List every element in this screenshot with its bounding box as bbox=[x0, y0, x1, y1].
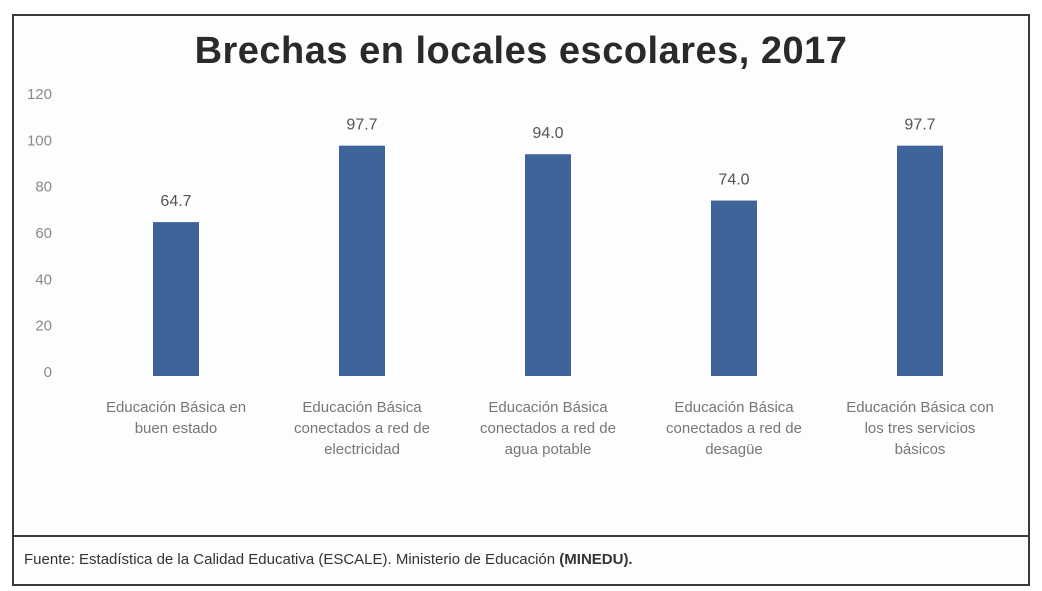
bar-3 bbox=[711, 200, 757, 376]
y-tick-label-5: 100 bbox=[27, 132, 52, 149]
source-org: (MINEDU). bbox=[559, 551, 633, 568]
category-label-4-line-1: los tres servicios bbox=[865, 420, 976, 437]
category-label-1-line-2: electricidad bbox=[324, 441, 400, 458]
source-note: Fuente: Estadística de la Calidad Educat… bbox=[24, 551, 633, 568]
data-label-1: 97.7 bbox=[346, 117, 377, 134]
chart-title: Brechas en locales escolares, 2017 bbox=[194, 30, 848, 72]
footer-divider bbox=[12, 535, 1030, 537]
category-label-3-line-2: desagüe bbox=[705, 441, 763, 458]
y-tick-label-0: 0 bbox=[44, 364, 52, 381]
category-label-2-line-0: Educación Básica bbox=[488, 399, 608, 416]
category-label-3-line-1: conectados a red de bbox=[666, 420, 802, 437]
bar-2 bbox=[525, 154, 571, 376]
y-tick-label-4: 80 bbox=[35, 179, 52, 196]
bar-0 bbox=[153, 222, 199, 376]
category-label-2-line-2: agua potable bbox=[505, 441, 592, 458]
category-label-2: Educación Básica conectados a red de agua … bbox=[480, 399, 616, 458]
category-label-0: Educación Básica en buen estado bbox=[106, 399, 246, 437]
category-label-1-line-0: Educación Básica bbox=[302, 399, 422, 416]
data-labels: 64.7 97.7 94.0 74.0 97.7 bbox=[160, 117, 935, 210]
y-tick-label-3: 60 bbox=[35, 225, 52, 242]
bars bbox=[153, 145, 943, 376]
y-axis: 0 20 40 60 80 100 120 bbox=[27, 86, 52, 381]
y-tick-label-1: 20 bbox=[35, 318, 52, 335]
category-label-1-line-1: conectados a red de bbox=[294, 420, 430, 437]
category-label-3-line-0: Educación Básica bbox=[674, 399, 794, 416]
data-label-3: 74.0 bbox=[718, 172, 749, 189]
category-label-0-line-1: buen estado bbox=[135, 420, 218, 437]
category-label-2-line-1: conectados a red de bbox=[480, 420, 616, 437]
bar-4 bbox=[897, 145, 943, 376]
category-label-4-line-0: Educación Básica con bbox=[846, 399, 994, 416]
category-label-3: Educación Básica conectados a red de desag… bbox=[666, 399, 802, 458]
y-tick-label-6: 120 bbox=[27, 86, 52, 103]
data-label-0: 64.7 bbox=[160, 193, 191, 210]
category-label-4-line-2: básicos bbox=[895, 441, 946, 458]
source-text: Fuente: Estadística de la Calidad Educat… bbox=[24, 551, 560, 568]
category-label-0-line-0: Educación Básica en bbox=[106, 399, 246, 416]
data-label-4: 97.7 bbox=[904, 117, 935, 134]
category-labels: Educación Básica en buen estadoEducación … bbox=[106, 399, 994, 458]
category-label-4: Educación Básica con los tres servicios bá… bbox=[846, 399, 994, 458]
data-label-2: 94.0 bbox=[532, 125, 563, 142]
bar-1 bbox=[339, 145, 385, 376]
category-label-1: Educación Básica conectados a red de elect… bbox=[294, 399, 430, 458]
y-tick-label-2: 40 bbox=[35, 271, 52, 288]
